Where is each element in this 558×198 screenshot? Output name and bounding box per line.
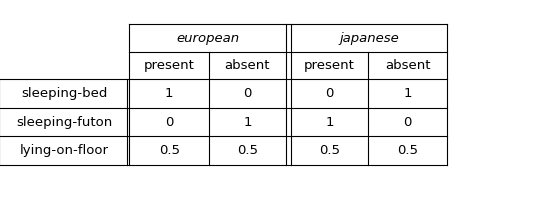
Text: 0: 0 — [243, 87, 252, 100]
Text: 0: 0 — [325, 87, 334, 100]
Text: 0: 0 — [165, 115, 174, 129]
Text: absent: absent — [225, 59, 270, 72]
Text: sleeping-futon: sleeping-futon — [16, 115, 113, 129]
Text: japanese: japanese — [339, 31, 399, 45]
Text: sleeping-bed: sleeping-bed — [21, 87, 108, 100]
Text: european: european — [176, 31, 239, 45]
Text: present: present — [304, 59, 355, 72]
Text: absent: absent — [385, 59, 430, 72]
Text: 1: 1 — [325, 115, 334, 129]
Text: 0.5: 0.5 — [319, 144, 340, 157]
Text: present: present — [144, 59, 195, 72]
Text: lying-on-floor: lying-on-floor — [20, 144, 109, 157]
Text: 0.5: 0.5 — [237, 144, 258, 157]
Text: 1: 1 — [403, 87, 412, 100]
Text: 0.5: 0.5 — [397, 144, 418, 157]
Text: 1: 1 — [243, 115, 252, 129]
Text: 0: 0 — [403, 115, 412, 129]
Text: 1: 1 — [165, 87, 174, 100]
Text: 0.5: 0.5 — [158, 144, 180, 157]
